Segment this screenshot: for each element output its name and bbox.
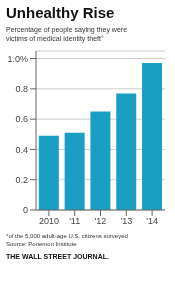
- svg-text:1.0%: 1.0%: [8, 54, 28, 64]
- html-text:Unhealthy Rise: Unhealthy Rise: [6, 4, 115, 21]
- svg-text:'11: '11: [69, 216, 80, 226]
- svg-text:'14: '14: [146, 216, 158, 226]
- svg-text:'13: '13: [120, 216, 132, 226]
- svg-text:2010: 2010: [39, 216, 59, 226]
- html-text:victims of medical identity th: victims of medical identity theft°: [6, 35, 104, 42]
- html-text:Source: Ponemon Institute: Source: Ponemon Institute: [6, 241, 77, 247]
- svg-text:'12: '12: [95, 216, 107, 226]
- svg-text:0.6: 0.6: [15, 114, 28, 124]
- html-text:THE WALL STREET JOURNAL.: THE WALL STREET JOURNAL.: [6, 253, 109, 260]
- html-text:°of the 5,000 adult-age U.S. c: °of the 5,000 adult-age U.S. citizens su…: [6, 233, 128, 239]
- svg-text:0.8: 0.8: [15, 84, 28, 94]
- svg-text:0.2: 0.2: [15, 175, 28, 185]
- html-text:Percentage of people saying th: Percentage of people saying they were: [6, 26, 127, 33]
- svg-text:0: 0: [23, 205, 28, 215]
- svg-text:0.4: 0.4: [15, 145, 28, 155]
